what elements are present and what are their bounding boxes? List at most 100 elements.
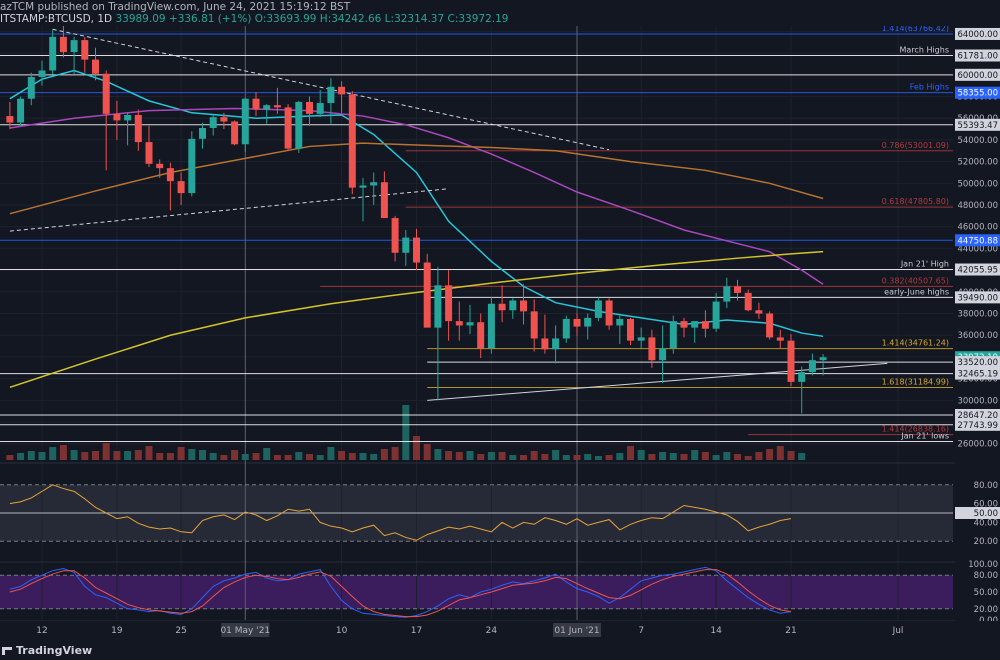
candle-body: [145, 142, 153, 164]
candle-body: [124, 114, 132, 121]
volume-bar: [263, 448, 271, 460]
candle-body: [252, 98, 260, 110]
candle-body: [509, 300, 517, 311]
candle-body: [701, 321, 709, 329]
ema-line: [9, 107, 824, 285]
time-tick-label: 21: [785, 626, 796, 636]
candle-body: [584, 317, 592, 327]
volume-bar: [38, 452, 46, 460]
candle-body: [798, 372, 806, 382]
price-tag: [955, 356, 1000, 369]
candle-body: [92, 59, 99, 74]
footer-brand[interactable]: TradingView: [16, 644, 93, 657]
candle-body: [327, 86, 335, 104]
price-tick-label: 26000.00: [957, 440, 998, 450]
volume-bar: [755, 452, 763, 460]
candle-body: [466, 322, 474, 326]
rsi-tag: [955, 507, 1000, 519]
volume-bar: [145, 446, 153, 460]
price-tag-label: 39490.00: [957, 293, 998, 303]
rsi-tick-label: 80.00: [974, 481, 998, 491]
rsi-tick-label: 60.00: [974, 500, 998, 510]
candle-body: [423, 262, 431, 328]
volume-bar: [423, 444, 431, 460]
volume-bar: [338, 451, 346, 460]
volume-bar: [584, 454, 592, 460]
level-label: 0.618(47805.80): [882, 197, 949, 206]
candle-body: [691, 321, 699, 328]
volume-bar: [124, 451, 132, 460]
candle-body: [380, 182, 388, 219]
candle-body: [263, 105, 271, 110]
candle-body: [306, 101, 313, 114]
level-label: Jan 21' lows: [900, 432, 949, 441]
candle-body: [541, 338, 549, 350]
volume-bar: [27, 451, 35, 460]
volume-bar: [327, 447, 335, 460]
candle-body: [680, 321, 688, 328]
price-tick-label: 32000.00: [957, 375, 998, 385]
candle-body: [498, 303, 506, 311]
volume-bar: [402, 405, 410, 460]
candle-body: [776, 337, 784, 341]
price-tag: [955, 263, 1000, 276]
time-tick-label: Jul: [892, 626, 904, 636]
symbol-label[interactable]: ITSTAMP:BTCUSD, 1D: [0, 13, 113, 25]
stoch-tick-label: 100.00: [968, 560, 998, 570]
price-tag-label: 44750.88: [957, 236, 998, 246]
candle-body: [445, 285, 453, 322]
volume-bar: [81, 452, 89, 460]
time-tick-highlight: [553, 623, 601, 637]
volume-bar: [723, 452, 731, 460]
volume-bar: [231, 450, 239, 460]
price-tag: [955, 27, 1000, 40]
candle-body: [359, 185, 367, 188]
volume-bar: [49, 447, 57, 460]
candle-body: [231, 121, 239, 145]
price-tick-label: 46000.00: [957, 223, 998, 233]
volume-bar: [605, 455, 613, 460]
level-label: early-June highs: [884, 287, 949, 296]
volume-bar: [370, 454, 378, 460]
volume-bar: [70, 450, 78, 460]
candle-body: [338, 86, 346, 95]
volume-bar: [295, 452, 303, 460]
candle-body: [113, 113, 121, 121]
volume-bar: [359, 453, 367, 460]
candle-body: [188, 138, 196, 194]
volume-bar: [627, 446, 634, 460]
price-tag: [955, 234, 1000, 247]
candle-body: [348, 94, 356, 188]
price-tick-label: 52000.00: [957, 158, 998, 168]
candle-body: [477, 322, 485, 349]
time-tick-label: 24: [486, 626, 498, 636]
candle-body: [455, 321, 463, 326]
time-tick-highlight: [221, 623, 270, 637]
stoch-tick-label: 20.00: [974, 605, 998, 615]
level-label: 1.414(63766.42): [882, 24, 949, 33]
level-label: 1.414(34761.24): [882, 339, 949, 348]
price-tag-label: 61781.00: [957, 52, 998, 62]
candle-body: [273, 105, 281, 108]
candle-body: [605, 300, 613, 326]
time-tick-label: 10: [336, 626, 348, 636]
candle-body: [434, 285, 442, 328]
volume-bar: [509, 455, 517, 460]
volume-bar: [455, 452, 463, 460]
volume-bar: [348, 453, 356, 460]
volume-bar: [530, 451, 538, 460]
tradingview-logo-icon: [2, 647, 12, 655]
volume-bar: [520, 455, 527, 460]
candle-body: [284, 107, 292, 149]
volume-bar: [712, 455, 720, 460]
candle-body: [712, 301, 720, 329]
volume-bar: [680, 454, 688, 460]
stoch-axis: [955, 562, 1000, 621]
price-tag: [955, 68, 1000, 81]
candle-body: [734, 286, 741, 293]
price-tag-label: 64000.00: [957, 30, 998, 40]
volume-bar: [616, 453, 624, 460]
volume-bar: [766, 449, 774, 460]
candle-body: [669, 321, 677, 349]
